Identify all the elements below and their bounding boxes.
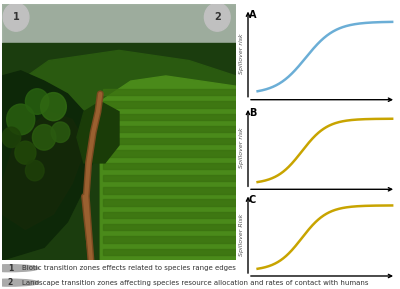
Text: 1: 1 <box>13 12 20 22</box>
Text: 1: 1 <box>8 264 13 273</box>
Text: A: A <box>249 10 256 20</box>
Text: Spillover risk: Spillover risk <box>239 128 244 168</box>
Polygon shape <box>103 187 236 194</box>
Bar <box>2 4 236 50</box>
Polygon shape <box>103 175 236 181</box>
Text: B: B <box>249 108 256 118</box>
Polygon shape <box>103 236 236 243</box>
Polygon shape <box>103 150 236 157</box>
Polygon shape <box>100 76 236 260</box>
Circle shape <box>204 3 230 31</box>
Polygon shape <box>103 89 236 95</box>
Polygon shape <box>2 71 96 260</box>
Polygon shape <box>103 101 236 108</box>
Text: 2: 2 <box>8 278 13 287</box>
Circle shape <box>2 127 21 148</box>
Text: Spillover Risk: Spillover Risk <box>239 214 244 256</box>
Text: C: C <box>249 195 256 205</box>
Circle shape <box>26 89 49 114</box>
Text: Ecological boundaries presence: Ecological boundaries presence <box>272 116 372 121</box>
Polygon shape <box>103 138 236 144</box>
Circle shape <box>0 265 39 272</box>
Polygon shape <box>103 114 236 120</box>
Circle shape <box>15 141 36 164</box>
Polygon shape <box>103 249 236 255</box>
Polygon shape <box>103 199 236 206</box>
Polygon shape <box>103 163 236 169</box>
Text: Landscape transition zones affecting species resource allocation and rates of co: Landscape transition zones affecting spe… <box>22 280 369 286</box>
Polygon shape <box>103 212 236 218</box>
Text: Biotic transition zones effects related to species range edges: Biotic transition zones effects related … <box>22 265 236 271</box>
Bar <box>2 4 236 50</box>
Bar <box>2 43 236 260</box>
Polygon shape <box>2 50 236 112</box>
Circle shape <box>3 3 29 31</box>
Polygon shape <box>103 224 236 230</box>
Circle shape <box>0 279 39 286</box>
Polygon shape <box>2 112 86 229</box>
Text: 2: 2 <box>214 12 221 22</box>
Circle shape <box>51 122 70 142</box>
Circle shape <box>7 104 35 135</box>
Text: Spillover risk: Spillover risk <box>239 34 244 75</box>
Polygon shape <box>77 101 119 163</box>
Circle shape <box>41 92 66 121</box>
Circle shape <box>26 160 44 181</box>
Polygon shape <box>103 126 236 132</box>
Text: Closeness to overlapping range edges: Closeness to overlapping range edges <box>262 204 382 209</box>
Circle shape <box>32 125 56 150</box>
